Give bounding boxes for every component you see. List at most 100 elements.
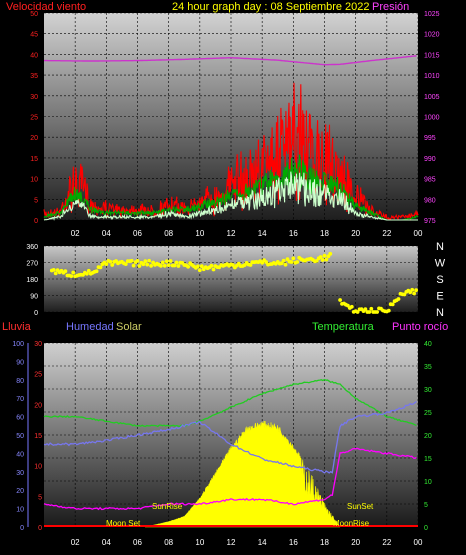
direction-point <box>160 260 165 265</box>
direction-point <box>85 271 89 276</box>
rain-tick: 5 <box>38 494 42 501</box>
weather-x-tick: 20 <box>351 538 360 547</box>
direction-point <box>322 253 327 258</box>
wind-x-tick: 18 <box>320 229 329 238</box>
direction-point <box>318 255 323 259</box>
humidity-tick: 80 <box>16 378 24 385</box>
direction-tick: 180 <box>26 277 38 284</box>
temperature-tick: 10 <box>424 479 432 486</box>
pressure-tick: 1000 <box>424 115 440 122</box>
humidity-axis: 0 10 20 30 40 50 60 70 80 90 100 <box>12 341 29 532</box>
wind-speed-tick: 45 <box>30 32 38 39</box>
wind-series-line <box>43 171 418 221</box>
humidity-tick: 40 <box>16 451 24 458</box>
direction-point <box>135 259 140 263</box>
direction-point <box>211 267 216 272</box>
direction-point <box>324 257 329 262</box>
direction-point <box>363 307 368 311</box>
direction-point <box>166 263 171 267</box>
rain-tick: 15 <box>34 433 42 440</box>
direction-point <box>51 268 56 272</box>
direction-points <box>49 251 418 314</box>
temperature-tick: 5 <box>424 502 428 509</box>
temperature-axis: 0 5 10 15 20 25 30 35 40 <box>424 341 432 532</box>
wind-x-tick: 06 <box>133 229 142 238</box>
wind-x-tick: 10 <box>195 229 204 238</box>
pressure-tick: 1025 <box>424 11 440 18</box>
compass-label: N <box>436 307 444 319</box>
direction-point <box>86 268 91 273</box>
weather-x-tick: 18 <box>320 538 329 547</box>
wind-x-tick: 04 <box>102 229 111 238</box>
humidity-tick: 90 <box>16 359 24 366</box>
wind-speed-tick: 40 <box>30 52 38 59</box>
direction-point <box>199 264 204 269</box>
wind-speed-tick: 5 <box>34 197 38 204</box>
direction-point <box>367 310 372 314</box>
pressure-tick: 990 <box>424 156 436 163</box>
direction-point <box>162 263 167 268</box>
humidity-tick: 20 <box>16 488 24 495</box>
wind-x-tick: 20 <box>351 229 360 238</box>
temperature-tick: 30 <box>424 387 432 394</box>
direction-point <box>320 258 325 262</box>
wind-speed-tick: 30 <box>30 94 38 101</box>
weather-x-tick: 04 <box>102 538 111 547</box>
direction-point <box>104 262 109 266</box>
temperature-tick: 15 <box>424 456 432 463</box>
temperature-tick: 20 <box>424 433 432 440</box>
pressure-tick: 995 <box>424 135 436 142</box>
direction-point <box>396 297 401 301</box>
weather-panel: SunRise SunSet Moon Set MoonRise 0 10 20 30… <box>12 341 432 547</box>
direction-point <box>110 263 115 267</box>
wind-speed-axis: 0 5 10 15 20 25 30 35 40 45 50 <box>30 11 38 225</box>
compass-label: S <box>436 274 443 286</box>
moonrise-label: MoonRise <box>333 519 370 528</box>
sunset-label: SunSet <box>347 502 374 511</box>
wind-speed-label: Velocidad viento <box>6 1 86 13</box>
direction-point <box>295 260 300 264</box>
direction-point <box>108 259 113 264</box>
wind-speed-tick: 15 <box>30 156 38 163</box>
direction-point <box>314 259 319 263</box>
rain-label: Lluvia <box>2 321 32 333</box>
humidity-tick: 60 <box>16 415 24 422</box>
pressure-tick: 1015 <box>424 52 440 59</box>
direction-point <box>283 262 288 267</box>
weather-series <box>43 378 418 528</box>
wind-series-line <box>44 55 417 66</box>
direction-tick: 270 <box>26 261 38 268</box>
humidity-tick: 0 <box>20 525 24 532</box>
weather-x-tick: 14 <box>258 538 267 547</box>
wind-speed-tick: 35 <box>30 73 38 80</box>
astro-annotations: SunRise SunSet Moon Set MoonRise <box>106 502 374 528</box>
wind-x-tick: 08 <box>164 229 173 238</box>
humidity-tick: 10 <box>16 507 24 514</box>
direction-point <box>209 263 214 268</box>
wind-x-axis: 02 04 06 08 10 12 14 16 18 20 22 00 <box>71 229 423 238</box>
compass-label: W <box>435 258 446 270</box>
pressure-tick: 1020 <box>424 32 440 39</box>
direction-point <box>147 258 152 263</box>
direction-point <box>390 302 395 307</box>
direction-point <box>94 269 99 274</box>
weather-x-tick: 02 <box>71 538 80 547</box>
direction-point <box>197 268 202 273</box>
temperature-tick: 40 <box>424 341 432 348</box>
direction-point <box>264 260 268 264</box>
wind-speed-tick: 25 <box>30 115 38 122</box>
dewpoint-line <box>43 447 417 511</box>
rain-tick: 30 <box>34 341 42 348</box>
compass-label: E <box>436 291 443 303</box>
direction-point <box>412 291 416 296</box>
humidity-tick: 100 <box>12 341 24 348</box>
direction-point <box>174 260 179 265</box>
direction-point <box>289 260 294 264</box>
wind-series <box>43 55 419 222</box>
weather-x-axis: 02 04 06 08 10 12 14 16 18 20 22 00 <box>71 538 423 547</box>
humidity-line <box>43 400 417 474</box>
pressure-label: Presión <box>372 1 409 13</box>
moonset-label: Moon Set <box>106 519 141 528</box>
